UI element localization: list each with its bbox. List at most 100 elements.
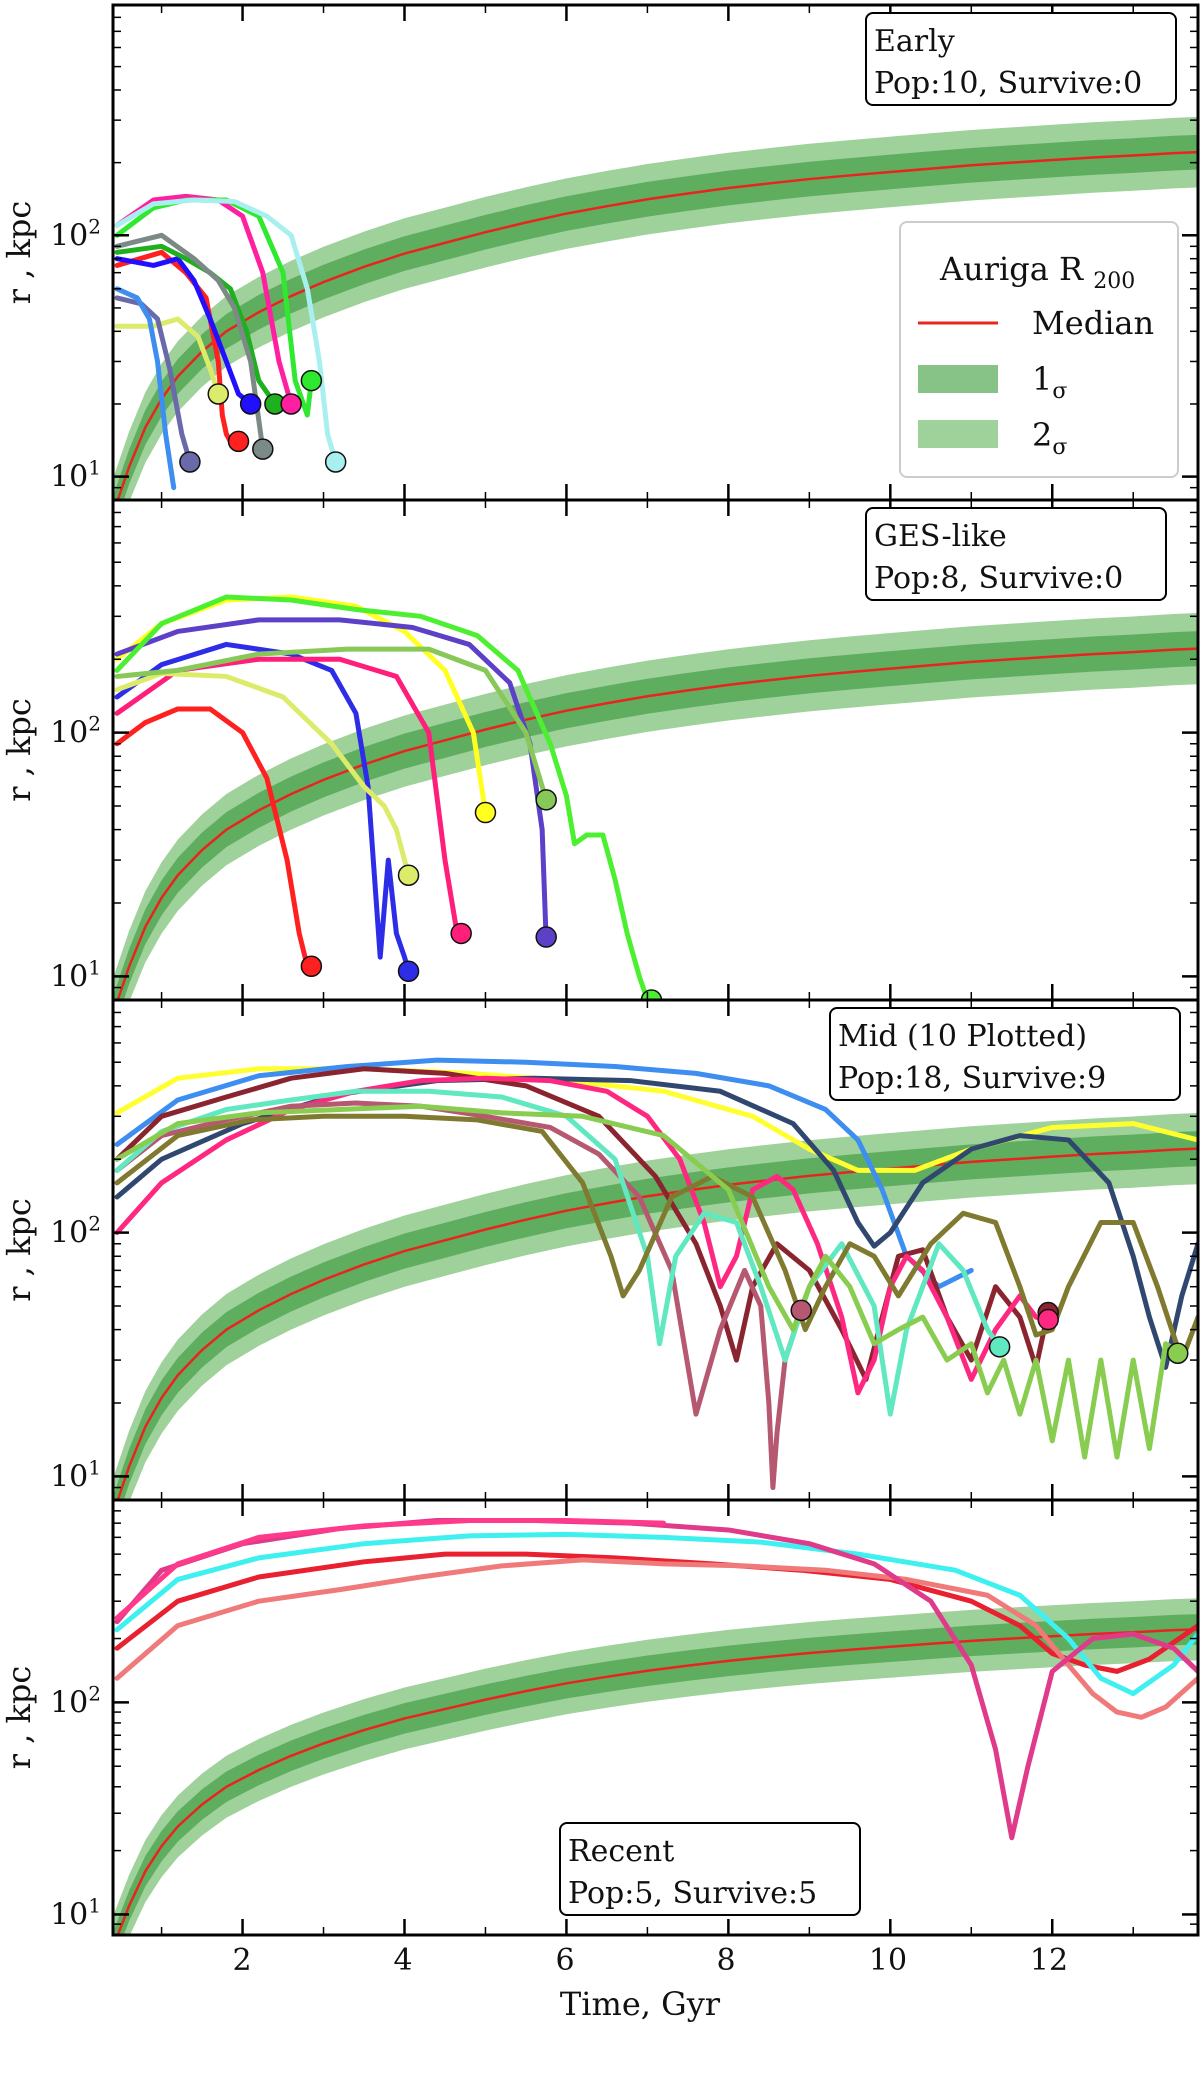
auriga-median-line (116, 150, 1198, 500)
panel-title-frame (559, 1822, 861, 1916)
orbit-track (114, 1088, 1003, 1417)
merger-point (535, 926, 557, 948)
panel-title: GES-like (874, 519, 1007, 554)
y-tick-label: 102 (50, 1212, 101, 1251)
merger-point (207, 383, 230, 405)
panel-title: Early (874, 24, 955, 59)
legend-2sigma-swatch (918, 420, 998, 448)
y-tick-label: 101 (50, 1455, 101, 1494)
panel-title-frame (865, 12, 1177, 106)
orbit-track (114, 316, 221, 397)
y-tick-label: 101 (50, 1893, 101, 1932)
y-tick-label: 102 (50, 214, 101, 253)
panel-title-frame (865, 507, 1167, 601)
orbit-track (114, 232, 266, 452)
orbit-track (114, 617, 549, 944)
panel-title-frame (829, 1007, 1181, 1101)
plot-area (113, 1057, 1198, 1500)
orbit-track (114, 594, 650, 1000)
x-tick-label: 12 (1030, 1943, 1068, 1978)
orbit-track (114, 1075, 1055, 1396)
y-axis-label: r , kpc (0, 698, 38, 802)
panel-subtitle: Pop:10, Survive:0 (874, 66, 1142, 101)
legend-frame (899, 221, 1179, 478)
auriga-1sigma-band (113, 1131, 1198, 1500)
panel-title-box: Early Pop:10, Survive:0 (865, 12, 1177, 106)
x-tick-labels: 2 4 6 8 10 12 (232, 1943, 1068, 1978)
panel-title-box: Recent Pop:5, Survive:5 (559, 1822, 861, 1916)
orbit-track (114, 1557, 1198, 1720)
orbit-track (114, 1518, 667, 1621)
panel-title-box: Mid (10 Plotted) Pop:18, Survive:9 (829, 1007, 1181, 1101)
x-ticks (160, 1000, 1134, 1500)
y-axis-label: r , kpc (0, 201, 38, 305)
panel-early: 101 102 r , kpc Early Pop:10, Survive:0 Aurig… (0, 3, 1200, 502)
panels: 101 102 r , kpc Early Pop:10, Survive:0 Aurig… (0, 3, 1200, 1937)
panel-title: Mid (10 Plotted) (838, 1019, 1087, 1054)
orbit-track (114, 706, 310, 969)
merger-point (640, 989, 663, 1000)
orbit-track (114, 670, 412, 878)
orbit-track (114, 1113, 1198, 1363)
orbit-track (114, 1057, 974, 1290)
merger-point (239, 393, 262, 415)
legend-1sigma-label: 1σ (1032, 360, 1067, 404)
orbit-track (114, 1103, 1185, 1460)
plot-area (113, 594, 1198, 1000)
merger-point (1167, 1342, 1189, 1364)
merger-point (252, 438, 274, 460)
merger-point (227, 430, 250, 453)
panel-subtitle: Pop:5, Survive:5 (568, 1876, 817, 1911)
y-tick-label: 102 (50, 1681, 101, 1720)
merger-point (300, 369, 323, 392)
merger-point (280, 393, 302, 415)
merger-point (397, 960, 420, 982)
y-axis-label: r , kpc (0, 1666, 38, 1770)
plot-area (113, 1518, 1198, 1935)
y-ticks (113, 4, 1198, 501)
auriga-1sigma-band (113, 134, 1198, 500)
x-axis-label: Time, Gyr (560, 1985, 721, 2023)
y-axis-label: r , kpc (0, 1198, 38, 1302)
x-tick-label: 2 (232, 1943, 251, 1978)
orbit-track (114, 1066, 1055, 1382)
auriga-median-line (116, 1147, 1198, 1500)
orbit-track (114, 197, 339, 465)
orbit-track (114, 256, 254, 407)
x-ticks (160, 1500, 1134, 1935)
legend-1sigma-swatch (918, 365, 998, 393)
merger-point (300, 955, 323, 978)
orbit-track (114, 1531, 1198, 1697)
legend: Auriga R 200 Median 1σ 2σ (899, 221, 1179, 478)
legend-median-label: Median (1032, 304, 1154, 342)
panel-ges-like: 101 102 r , kpc GES-like Pop:8, Survive:0 (0, 498, 1200, 1002)
merger-point (450, 922, 472, 945)
panel-subtitle: Pop:8, Survive:0 (874, 561, 1123, 596)
y-ticks (113, 999, 1198, 1501)
orbit-track (114, 286, 177, 491)
panel-frame (111, 1498, 1200, 1937)
x-tick-label: 6 (555, 1943, 574, 1978)
panel-mid: 101 102 r , kpc Mid (10 Plotted) Pop:18, Sur… (0, 998, 1200, 1502)
orbit-track (114, 646, 549, 803)
y-tick-label: 101 (50, 955, 101, 994)
plot-area (113, 116, 1198, 500)
panel-subtitle: Pop:18, Survive:9 (838, 1061, 1106, 1096)
x-tick-label: 10 (869, 1943, 907, 1978)
merger-point (535, 789, 557, 811)
legend-title: Auriga R 200 (939, 250, 1135, 294)
auriga-1sigma-band (113, 631, 1198, 1000)
panel-title-box: GES-like Pop:8, Survive:0 (865, 507, 1167, 601)
merger-point (790, 1299, 812, 1322)
y-tick-label: 102 (50, 712, 101, 751)
panel-recent: 101 102 r , kpc Recent Pop:5, Survive:5 (0, 1498, 1200, 1937)
legend-2sigma-label: 2σ (1032, 416, 1067, 460)
merger-point (397, 864, 420, 886)
panel-title: Recent (568, 1834, 674, 1869)
x-tick-label: 4 (393, 1943, 412, 1978)
auriga-1sigma-band (113, 1614, 1198, 1935)
orbit-track (114, 193, 294, 407)
merger-point (324, 451, 347, 473)
merger-point (474, 801, 497, 824)
